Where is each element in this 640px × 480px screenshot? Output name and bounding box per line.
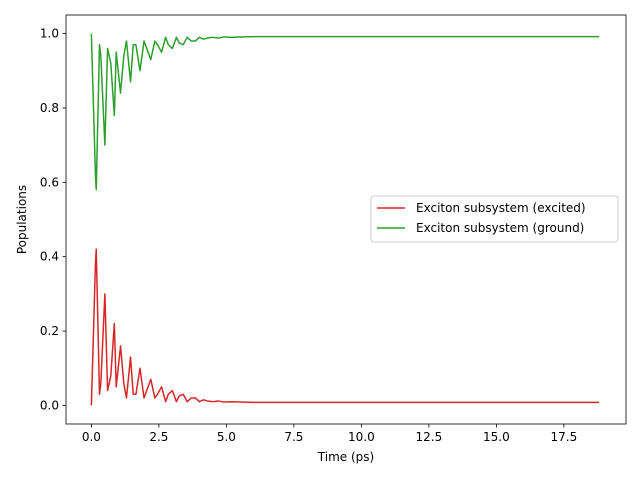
x-tick-label: 10.0 <box>348 430 375 444</box>
legend-frame <box>370 195 619 243</box>
series-line-1 <box>90 33 599 191</box>
x-axis-label: Time (ps) <box>317 450 374 464</box>
y-tick-label: 0.4 <box>40 250 59 264</box>
x-tick-label: 12.5 <box>416 430 443 444</box>
y-tick-label: 1.0 <box>40 27 59 41</box>
x-tick-label: 0.0 <box>82 430 101 444</box>
y-tick-label: 0.8 <box>40 101 59 115</box>
y-tick-label: 0.2 <box>40 324 59 338</box>
legend-label-excited: Exciton subsystem (excited) <box>416 201 586 215</box>
series-line-0 <box>90 248 599 406</box>
x-tick-label: 17.5 <box>551 430 578 444</box>
y-tick-label: 0.6 <box>40 175 59 189</box>
x-tick-label: 2.5 <box>149 430 168 444</box>
x-tick-label: 7.5 <box>284 430 303 444</box>
axes-frame <box>65 14 627 425</box>
x-tick-label: 5.0 <box>217 430 236 444</box>
y-axis-label: Populations <box>15 185 29 254</box>
legend-label-ground: Exciton subsystem (ground) <box>416 221 584 235</box>
y-tick-label: 0.0 <box>40 398 59 412</box>
plot-area <box>90 33 599 406</box>
axes: 0.0 2.5 5.0 7.5 10.0 12.5 15.0 17.5 0.0 0.2 0.4 0.6… <box>40 14 627 444</box>
x-tick-label: 15.0 <box>483 430 510 444</box>
legend: Exciton subsystem (excited) Exciton subs… <box>370 195 619 243</box>
